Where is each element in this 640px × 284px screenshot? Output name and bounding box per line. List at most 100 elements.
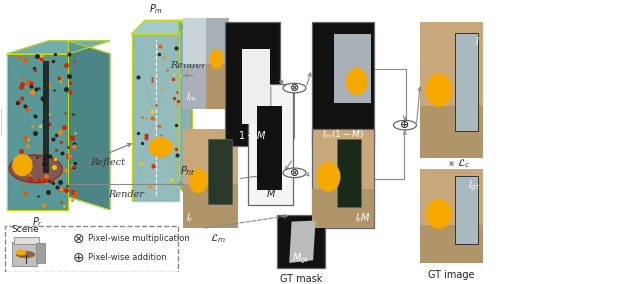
Point xyxy=(145,143,155,147)
Text: ⊗: ⊗ xyxy=(290,83,299,93)
Point xyxy=(31,87,42,91)
Point xyxy=(38,98,49,103)
Polygon shape xyxy=(132,20,192,34)
Point xyxy=(61,63,71,67)
Point xyxy=(51,164,61,169)
Bar xyxy=(312,22,374,146)
Point xyxy=(36,95,47,100)
Text: $I_m(1-M)$: $I_m(1-M)$ xyxy=(322,129,364,141)
Point xyxy=(39,162,49,166)
Point xyxy=(49,88,60,93)
Point xyxy=(43,82,53,87)
Point xyxy=(163,68,173,72)
Point xyxy=(27,89,37,94)
Point xyxy=(13,100,23,104)
Ellipse shape xyxy=(16,250,26,255)
Point xyxy=(29,65,39,70)
Polygon shape xyxy=(68,41,110,210)
Text: $I_{gt}$: $I_{gt}$ xyxy=(468,178,480,193)
Point xyxy=(65,81,75,85)
Point xyxy=(61,168,71,172)
Polygon shape xyxy=(132,34,179,201)
Point xyxy=(17,96,28,100)
Point xyxy=(17,158,28,163)
Point xyxy=(63,52,74,57)
Point xyxy=(61,87,72,91)
Text: $P_r$: $P_r$ xyxy=(32,215,44,229)
Ellipse shape xyxy=(9,155,62,183)
Point xyxy=(147,116,157,120)
Point xyxy=(67,164,77,168)
Point xyxy=(30,114,40,118)
Point xyxy=(16,163,26,167)
Point xyxy=(65,133,75,138)
Text: ⊗: ⊗ xyxy=(72,232,84,246)
Point xyxy=(38,157,49,161)
Polygon shape xyxy=(289,221,316,263)
Point xyxy=(172,89,182,94)
Text: ⊕: ⊕ xyxy=(400,120,410,130)
Point xyxy=(70,191,80,195)
Point xyxy=(63,145,74,149)
Text: Pixel-wise addition: Pixel-wise addition xyxy=(88,253,166,262)
Point xyxy=(32,154,42,159)
Point xyxy=(70,161,81,166)
Point xyxy=(168,95,179,100)
Point xyxy=(136,161,147,165)
Bar xyxy=(420,225,483,263)
Point xyxy=(35,58,45,62)
Point xyxy=(68,165,79,169)
Text: Render: Render xyxy=(108,190,144,199)
Point xyxy=(63,153,73,158)
Point xyxy=(65,90,76,94)
Point xyxy=(68,169,78,173)
Point xyxy=(12,101,22,106)
Point xyxy=(145,184,155,188)
Point xyxy=(172,147,182,151)
Point xyxy=(15,74,26,78)
Point xyxy=(44,122,54,126)
Point xyxy=(66,145,76,150)
Point xyxy=(40,203,50,207)
Ellipse shape xyxy=(426,73,452,107)
Point xyxy=(43,174,53,178)
Point xyxy=(39,178,49,183)
Point xyxy=(34,178,44,182)
Point xyxy=(56,139,66,144)
Polygon shape xyxy=(7,54,68,210)
Text: $I_m$: $I_m$ xyxy=(186,91,196,105)
Point xyxy=(25,173,35,178)
Point xyxy=(26,81,36,85)
Point xyxy=(37,176,47,181)
Point xyxy=(173,99,184,104)
Point xyxy=(159,54,170,59)
Polygon shape xyxy=(0,110,1,135)
Ellipse shape xyxy=(12,154,33,176)
Point xyxy=(147,109,157,113)
Point xyxy=(20,103,31,108)
Bar xyxy=(337,139,360,207)
Point xyxy=(16,85,26,89)
Point xyxy=(40,131,50,136)
Point xyxy=(23,137,33,141)
Point xyxy=(148,162,158,167)
Point xyxy=(17,82,28,87)
Text: Pixel-wise multiplication: Pixel-wise multiplication xyxy=(88,235,189,243)
Point xyxy=(45,154,55,158)
Point xyxy=(71,194,81,199)
Point xyxy=(14,55,24,60)
Bar xyxy=(183,129,237,229)
Bar xyxy=(43,61,49,173)
Point xyxy=(168,76,179,81)
Ellipse shape xyxy=(189,168,208,193)
Point xyxy=(141,136,152,141)
Point xyxy=(133,75,143,80)
Point xyxy=(175,74,185,78)
Point xyxy=(70,130,80,135)
Point xyxy=(20,191,30,195)
Bar xyxy=(420,22,483,158)
Ellipse shape xyxy=(209,49,223,69)
Bar xyxy=(277,215,325,268)
Point xyxy=(138,141,148,145)
Text: $P_m$: $P_m$ xyxy=(149,2,163,16)
